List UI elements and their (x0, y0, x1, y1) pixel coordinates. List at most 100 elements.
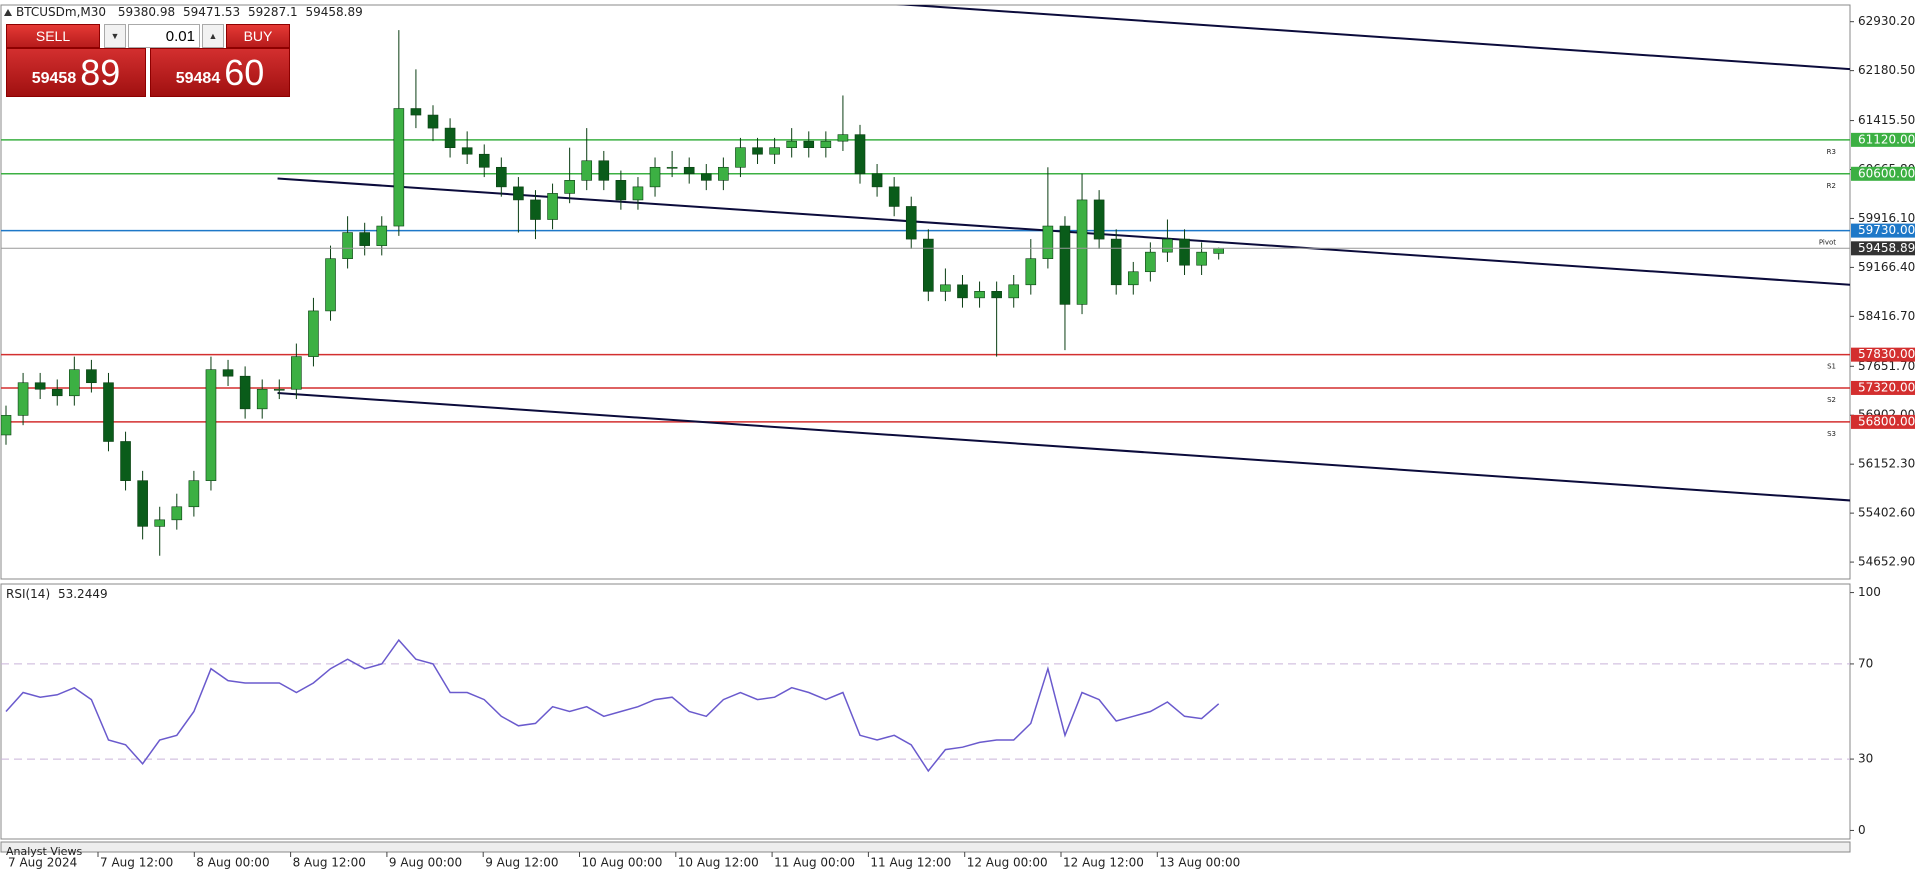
candle-body (273, 388, 285, 391)
candle-body (86, 369, 97, 384)
candle-body (478, 153, 490, 168)
x-tick-label: 9 Aug 12:00 (485, 856, 558, 870)
y-tick-label: 59166.40 (1858, 260, 1915, 274)
candle-body (923, 238, 934, 292)
candle-body (120, 441, 131, 481)
bid-quote[interactable]: 59458 89 (6, 48, 146, 97)
level-label: 59730.00 (1858, 223, 1915, 237)
rsi-tick-label: 0 (1858, 823, 1866, 837)
header-open: 59380.98 (118, 5, 175, 19)
candle-body (34, 382, 46, 390)
symbol: BTCUSDm,M30 (16, 5, 106, 19)
y-tick-label: 62930.20 (1858, 14, 1915, 28)
candle-body (256, 388, 268, 410)
level-name: S1 (1827, 363, 1836, 371)
candle-body (888, 186, 900, 207)
level-label: 56800.00 (1858, 414, 1915, 428)
rsi-tick-label: 100 (1858, 585, 1881, 599)
candle-body (17, 382, 29, 416)
candle-body (700, 173, 712, 181)
candle-body (837, 134, 849, 142)
rsi-line (5, 638, 1220, 773)
candle-body (171, 506, 183, 521)
candle-body (239, 375, 251, 410)
candle-body (598, 160, 610, 181)
volume-input[interactable]: 0.01 (128, 24, 200, 48)
candle-body (496, 166, 507, 188)
level-name: R2 (1827, 182, 1836, 190)
level-tag (1851, 380, 1915, 395)
rsi-header: RSI(14) 53.2449 (6, 587, 108, 601)
candle-body (410, 108, 422, 116)
symbol-icon (4, 9, 12, 16)
candle-body (1179, 238, 1190, 266)
volume-down[interactable]: ▼ (104, 24, 126, 48)
candle-body (1127, 271, 1139, 286)
candle-body (308, 310, 319, 357)
candle-body (461, 147, 473, 155)
candle-body (1162, 238, 1173, 253)
candle-body (786, 140, 797, 148)
footer[interactable]: Analyst Views (6, 845, 82, 858)
candle-body (427, 114, 439, 129)
ask-big: 59484 (175, 70, 221, 87)
x-tick-label: 12 Aug 12:00 (1063, 856, 1144, 870)
current-price-tag (1851, 241, 1915, 256)
y-tick-label: 56152.30 (1858, 457, 1915, 471)
candle-body (342, 232, 353, 259)
sell-button[interactable]: SELL (6, 24, 100, 48)
candle-body (1025, 258, 1037, 286)
candle-body (735, 147, 746, 168)
rsi-title: RSI(14) (6, 587, 50, 601)
candle-body (940, 284, 951, 292)
ask-quote[interactable]: 59484 60 (150, 48, 290, 97)
y-tick-label: 59916.10 (1858, 211, 1915, 225)
candle-body (666, 166, 678, 169)
candle-body (51, 388, 63, 397)
level-name: S3 (1827, 430, 1836, 438)
candle-body (376, 225, 388, 246)
candle-body (649, 166, 661, 188)
y-tick-label: 54652.90 (1858, 555, 1915, 569)
candle-body (103, 382, 114, 442)
y-tick-label: 57651.70 (1858, 359, 1915, 373)
level-name: Pivot (1819, 239, 1836, 247)
candle-body (188, 480, 200, 508)
x-tick-label: 11 Aug 12:00 (870, 856, 951, 870)
level-tag (1851, 414, 1915, 429)
candle-body (991, 291, 1002, 299)
candle-body (1059, 225, 1071, 305)
bid-small: 89 (80, 52, 121, 93)
x-tick-label: 8 Aug 00:00 (196, 856, 269, 870)
candle-body (513, 186, 524, 201)
trade-widget: SELL ▼ 0.01 ▲ BUY 59458 89 59484 60 (6, 24, 290, 97)
footer-strip (0, 841, 1851, 853)
rsi-tick-label: 70 (1858, 656, 1873, 670)
trendline (277, 391, 1850, 502)
candle-body (1076, 199, 1088, 305)
x-tick-label: 10 Aug 00:00 (582, 856, 663, 870)
y-tick-label: 62180.50 (1858, 63, 1915, 77)
candle-body (1213, 248, 1224, 254)
candle-body (1093, 199, 1105, 240)
buy-button[interactable]: BUY (226, 24, 290, 48)
header-low: 59287.1 (248, 5, 298, 19)
candle-body (957, 284, 968, 299)
candle-body (974, 291, 985, 299)
rsi-current: 53.2449 (58, 587, 108, 601)
candle-body (325, 258, 336, 312)
x-tick-label: 12 Aug 00:00 (967, 856, 1048, 870)
level-tag (1851, 132, 1915, 147)
volume-up[interactable]: ▲ (202, 24, 224, 48)
candle-body (444, 127, 456, 148)
level-label: 60600.00 (1858, 166, 1915, 180)
candle-body (820, 140, 832, 148)
y-tick-label: 61415.50 (1858, 113, 1915, 127)
candle-body (154, 519, 166, 527)
header-high: 59471.53 (183, 5, 240, 19)
x-tick-label: 11 Aug 00:00 (774, 856, 855, 870)
y-tick-label: 58416.70 (1858, 309, 1915, 323)
x-tick-label: 7 Aug 2024 (8, 856, 77, 870)
